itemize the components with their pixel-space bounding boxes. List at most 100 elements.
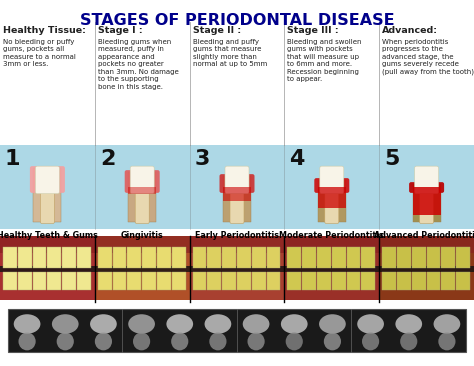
- FancyBboxPatch shape: [36, 166, 59, 194]
- FancyBboxPatch shape: [415, 166, 438, 194]
- Bar: [33, 272, 46, 290]
- Bar: [77, 247, 91, 268]
- FancyBboxPatch shape: [236, 174, 255, 193]
- Ellipse shape: [14, 314, 40, 334]
- Bar: [142, 272, 156, 290]
- Bar: [3, 272, 17, 290]
- Bar: [142, 247, 156, 268]
- FancyBboxPatch shape: [330, 178, 349, 193]
- Ellipse shape: [434, 314, 460, 334]
- Bar: [379, 236, 474, 253]
- Ellipse shape: [205, 314, 231, 334]
- Bar: [412, 272, 426, 290]
- Bar: [441, 272, 455, 290]
- Bar: [192, 247, 206, 268]
- Bar: [332, 247, 346, 268]
- Bar: [98, 247, 111, 268]
- FancyBboxPatch shape: [40, 185, 55, 224]
- Ellipse shape: [57, 332, 74, 350]
- Text: Bleeding and swollen
gums with pockets
that will measure up
to 6mm and more.
Rec: Bleeding and swollen gums with pockets t…: [287, 39, 362, 82]
- Bar: [317, 272, 331, 290]
- Text: Stage III :: Stage III :: [287, 26, 339, 35]
- Bar: [113, 272, 127, 290]
- Bar: [95, 266, 190, 272]
- Ellipse shape: [281, 314, 308, 334]
- Text: Bleeding and puffy
gums that measure
slightly more than
normal at up to 5mm: Bleeding and puffy gums that measure sli…: [192, 39, 267, 67]
- Bar: [190, 236, 284, 302]
- Bar: [252, 272, 265, 290]
- Bar: [157, 247, 171, 268]
- Bar: [128, 272, 141, 290]
- Bar: [0, 24, 474, 145]
- Text: Gingivitis: Gingivitis: [121, 231, 164, 240]
- FancyBboxPatch shape: [141, 170, 160, 193]
- Bar: [47, 272, 61, 290]
- Bar: [77, 272, 91, 290]
- Ellipse shape: [324, 332, 341, 350]
- Bar: [441, 247, 455, 268]
- FancyBboxPatch shape: [125, 170, 144, 193]
- Text: 1: 1: [5, 149, 20, 169]
- Bar: [0, 299, 474, 356]
- Bar: [208, 272, 221, 290]
- Ellipse shape: [133, 332, 150, 350]
- Ellipse shape: [357, 314, 384, 334]
- Ellipse shape: [52, 314, 79, 334]
- Ellipse shape: [438, 332, 456, 350]
- Ellipse shape: [210, 332, 227, 350]
- Bar: [412, 187, 441, 215]
- Bar: [287, 247, 301, 268]
- Bar: [427, 272, 440, 290]
- Bar: [98, 272, 111, 290]
- Bar: [318, 187, 346, 208]
- FancyBboxPatch shape: [419, 185, 434, 224]
- Bar: [222, 247, 236, 268]
- Bar: [62, 247, 76, 268]
- Bar: [266, 272, 281, 290]
- Bar: [361, 272, 375, 290]
- Bar: [456, 247, 470, 268]
- Ellipse shape: [362, 332, 379, 350]
- FancyBboxPatch shape: [409, 182, 428, 193]
- Bar: [346, 272, 360, 290]
- Text: Advanced:: Advanced:: [382, 26, 438, 35]
- Bar: [397, 272, 411, 290]
- FancyBboxPatch shape: [314, 178, 333, 193]
- Bar: [190, 266, 284, 272]
- Bar: [8, 309, 466, 352]
- Ellipse shape: [90, 314, 117, 334]
- Bar: [3, 247, 17, 268]
- Text: Advanced Periodontitis: Advanced Periodontitis: [374, 231, 474, 240]
- Text: 2: 2: [100, 149, 115, 169]
- Bar: [18, 247, 32, 268]
- Text: Stage II :: Stage II :: [192, 26, 241, 35]
- Bar: [128, 172, 156, 222]
- Bar: [456, 272, 470, 290]
- Ellipse shape: [286, 332, 303, 350]
- Bar: [0, 266, 95, 272]
- FancyBboxPatch shape: [225, 166, 249, 194]
- Bar: [128, 187, 156, 194]
- Text: 5: 5: [384, 149, 400, 169]
- Text: Stage I :: Stage I :: [98, 26, 142, 35]
- FancyBboxPatch shape: [325, 185, 339, 224]
- Bar: [361, 247, 375, 268]
- FancyBboxPatch shape: [135, 185, 149, 224]
- FancyBboxPatch shape: [320, 166, 344, 194]
- Bar: [0, 236, 95, 302]
- Bar: [317, 247, 331, 268]
- Bar: [33, 168, 62, 222]
- Bar: [237, 272, 251, 290]
- Bar: [18, 272, 32, 290]
- Text: 4: 4: [290, 149, 305, 169]
- FancyBboxPatch shape: [30, 166, 49, 193]
- Bar: [287, 272, 301, 290]
- Ellipse shape: [171, 332, 188, 350]
- Bar: [223, 187, 251, 201]
- Ellipse shape: [247, 332, 264, 350]
- Bar: [95, 236, 190, 253]
- Text: No bleeding or puffy
gums, pockets all
measure to a normal
3mm or less.: No bleeding or puffy gums, pockets all m…: [3, 39, 76, 67]
- Text: Moderate Periodontitis: Moderate Periodontitis: [280, 231, 384, 240]
- Bar: [47, 247, 61, 268]
- Bar: [397, 247, 411, 268]
